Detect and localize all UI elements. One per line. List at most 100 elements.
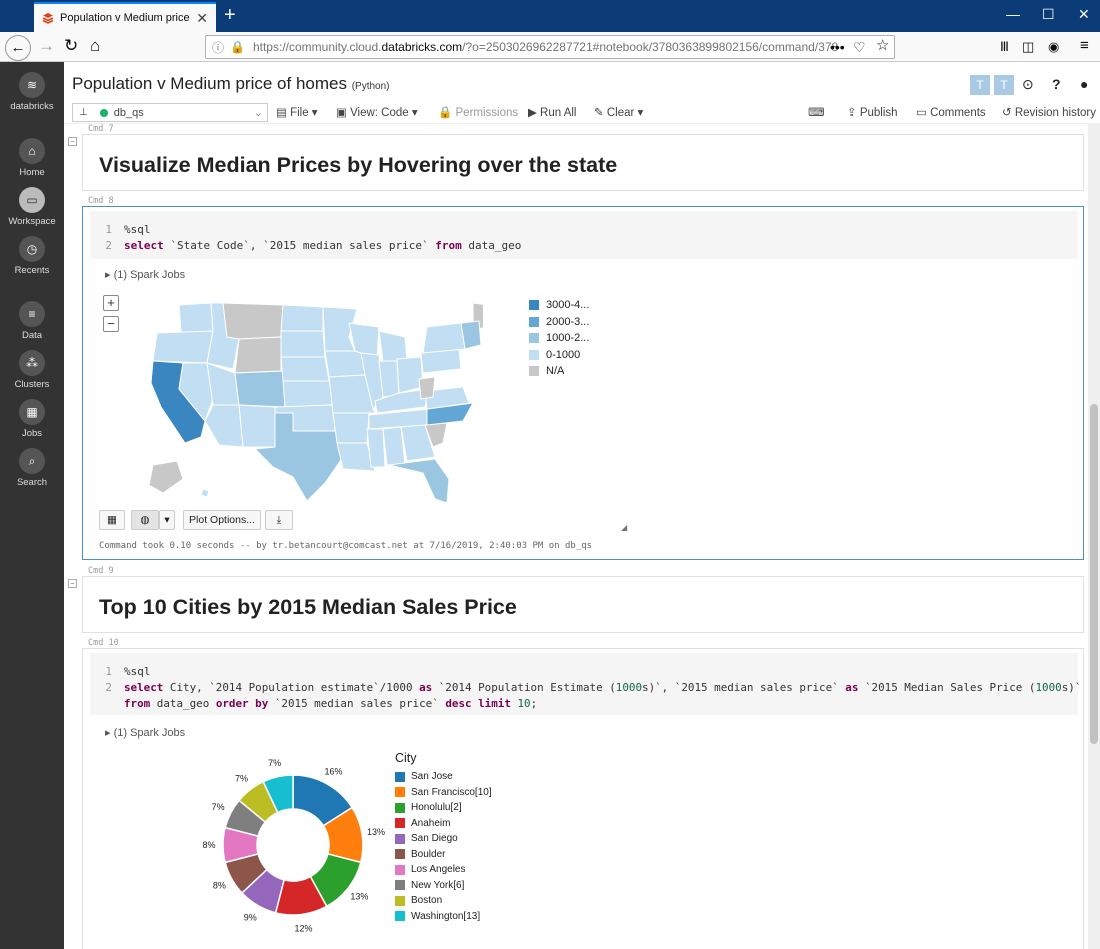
legend-item[interactable]: Los Angeles <box>395 862 492 878</box>
legend-item[interactable]: San Diego <box>395 831 492 847</box>
plot-options-button[interactable]: Plot Options... <box>183 510 261 530</box>
publish-button[interactable]: ⇪ Publish <box>847 107 898 119</box>
sidebar-item-search[interactable]: ⌕ Search <box>0 448 64 488</box>
file-label: File <box>290 107 309 119</box>
new-tab-icon[interactable]: + <box>224 4 236 26</box>
notebook-title-text: Population v Medium price of homes <box>72 74 347 93</box>
spark-jobs-toggle[interactable]: ▸ (1) Spark Jobs <box>105 269 186 281</box>
legend-swatch <box>395 864 405 875</box>
databricks-sidebar: ≋ databricks ⌂ Home ▭ Workspace ◷ Recent… <box>0 62 64 949</box>
slice-label: 13% <box>350 891 368 901</box>
state-alaska <box>148 460 184 494</box>
close-window-icon[interactable]: ✕ <box>1078 6 1090 22</box>
help-icon[interactable]: ? <box>1052 76 1061 92</box>
browser-tab[interactable]: Population v Medium price of h ✕ <box>34 2 216 32</box>
state-minnesota <box>322 306 358 352</box>
pocket-icon[interactable]: ♡ <box>853 39 866 55</box>
cmd-label: Cmd 9 <box>88 566 114 576</box>
legend-item[interactable]: Anaheim <box>395 816 492 832</box>
file-menu[interactable]: ▤ File ▾ <box>276 107 318 119</box>
avatar[interactable]: T <box>994 75 1014 95</box>
zoom-out-button[interactable]: − <box>103 316 119 332</box>
cell-heading: Top 10 Cities by 2015 Median Sales Price <box>99 595 517 619</box>
notebook-language: (Python) <box>351 81 390 92</box>
sidebar-item-recents[interactable]: ◷ Recents <box>0 236 64 276</box>
view-menu[interactable]: ▣ View: Code ▾ <box>336 107 418 119</box>
spark-jobs-toggle[interactable]: ▸ (1) Spark Jobs <box>105 727 186 739</box>
chart-type-dropdown[interactable]: ▾ <box>159 510 175 530</box>
scrollbar[interactable] <box>1088 124 1100 949</box>
scrollbar-thumb[interactable] <box>1090 404 1098 744</box>
state-texas <box>253 412 344 502</box>
publish-label: Publish <box>859 107 898 119</box>
minimize-icon[interactable]: — <box>1006 6 1020 22</box>
back-icon[interactable]: ← <box>5 35 31 61</box>
schedule-icon[interactable]: ⊙ <box>1022 76 1034 92</box>
sidebar-toggle-icon[interactable]: ◫ <box>1022 39 1035 54</box>
chart-type-button[interactable]: ◍ <box>131 510 159 530</box>
sidebar-item-data[interactable]: ≡ Data <box>0 301 64 341</box>
code-cell[interactable]: 1 %sql 2 select `State Code`, `2015 medi… <box>82 206 1084 560</box>
resize-handle-icon[interactable]: ◢ <box>621 523 628 532</box>
comments-button[interactable]: ▭ Comments <box>916 107 986 119</box>
sidebar-item-clusters[interactable]: ⁂ Clusters <box>0 350 64 390</box>
sidebar-item-home[interactable]: ⌂ Home <box>0 138 64 178</box>
avatar[interactable]: T <box>970 75 990 95</box>
permissions-button[interactable]: 🔒 Permissions <box>438 107 519 119</box>
markdown-cell[interactable]: Visualize Median Prices by Hovering over… <box>82 134 1084 191</box>
legend-item[interactable]: San Jose <box>395 769 492 785</box>
legend-item[interactable]: San Francisco[10] <box>395 785 492 801</box>
state-georgia <box>400 424 436 462</box>
legend-item[interactable]: New York[6] <box>395 878 492 894</box>
markdown-cell[interactable]: Top 10 Cities by 2015 Median Sales Price <box>82 576 1084 633</box>
sidebar-item-jobs[interactable]: ▦ Jobs <box>0 399 64 439</box>
legend-label: N/A <box>546 365 565 378</box>
legend-item[interactable]: Honolulu[2] <box>395 800 492 816</box>
code-cell[interactable]: 1 %sql 2 select City, `2014 Population e… <box>82 648 1084 949</box>
legend-item[interactable]: Boston <box>395 893 492 909</box>
close-tab-icon[interactable]: ✕ <box>196 9 208 26</box>
collapse-icon[interactable]: − <box>68 579 77 588</box>
sidebar-item-workspace[interactable]: ▭ Workspace <box>0 187 64 227</box>
maximize-icon[interactable]: ☐ <box>1042 6 1055 22</box>
menu-icon[interactable]: ≡ <box>1080 37 1089 54</box>
clear-menu[interactable]: ✎ Clear ▾ <box>594 107 644 119</box>
account-icon[interactable]: ◉ <box>1048 39 1060 54</box>
more-actions-icon[interactable]: ••• <box>830 39 845 55</box>
user-icon[interactable]: ● <box>1080 76 1089 92</box>
calendar-icon: ▦ <box>19 399 45 425</box>
revision-history-button[interactable]: ↺ Revision history <box>1002 107 1097 119</box>
us-choropleth-map[interactable] <box>143 297 483 507</box>
slice-label: 7% <box>235 774 248 784</box>
spark-jobs-label: (1) Spark Jobs <box>113 727 186 739</box>
download-button[interactable]: ⤓ <box>265 510 293 530</box>
collapse-icon[interactable]: − <box>68 137 77 146</box>
sidebar-item-label: Recents <box>14 265 50 276</box>
legend-label: Honolulu[2] <box>411 802 462 814</box>
databricks-logo[interactable]: ≋ databricks <box>0 72 64 112</box>
legend-label: San Jose <box>411 771 453 783</box>
legend-item[interactable]: Boulder <box>395 847 492 863</box>
table-view-button[interactable]: ▦ <box>99 510 125 530</box>
keyboard-icon[interactable]: ⌨ <box>808 107 825 119</box>
forward-icon[interactable]: → <box>38 36 55 55</box>
library-icon[interactable]: Ⅲ <box>1000 39 1009 54</box>
cluster-select[interactable]: ⊥ db_qs ⌄ <box>72 103 268 122</box>
pie-slice[interactable] <box>262 774 294 814</box>
home-browser-icon[interactable]: ⌂ <box>90 36 101 55</box>
bookmark-star-icon[interactable]: ☆ <box>876 37 890 54</box>
run-all-button[interactable]: ▶ Run All <box>528 107 577 119</box>
url-bar[interactable]: ⓘ 🔒 https://community.cloud. databricks.c… <box>205 35 895 59</box>
legend-item: N/A <box>529 363 589 380</box>
code-editor[interactable]: 1 %sql 2 select `State Code`, `2015 medi… <box>90 211 1078 259</box>
state-utah <box>206 362 240 406</box>
reload-icon[interactable]: ↻ <box>64 36 79 55</box>
state-nevada <box>178 362 214 423</box>
legend-item[interactable]: Washington[13] <box>395 909 492 925</box>
state-ohio <box>396 356 424 394</box>
code-editor[interactable]: 1 %sql 2 select City, `2014 Population e… <box>90 653 1081 715</box>
notebook-title[interactable]: Population v Medium price of homes (Pyth… <box>72 74 390 94</box>
donut-chart[interactable]: 16% 13% 13% 12% 9% 8% 8% 7% 7% 7% <box>183 745 403 949</box>
info-icon[interactable]: ⓘ <box>212 40 225 55</box>
zoom-in-button[interactable]: + <box>103 295 119 311</box>
